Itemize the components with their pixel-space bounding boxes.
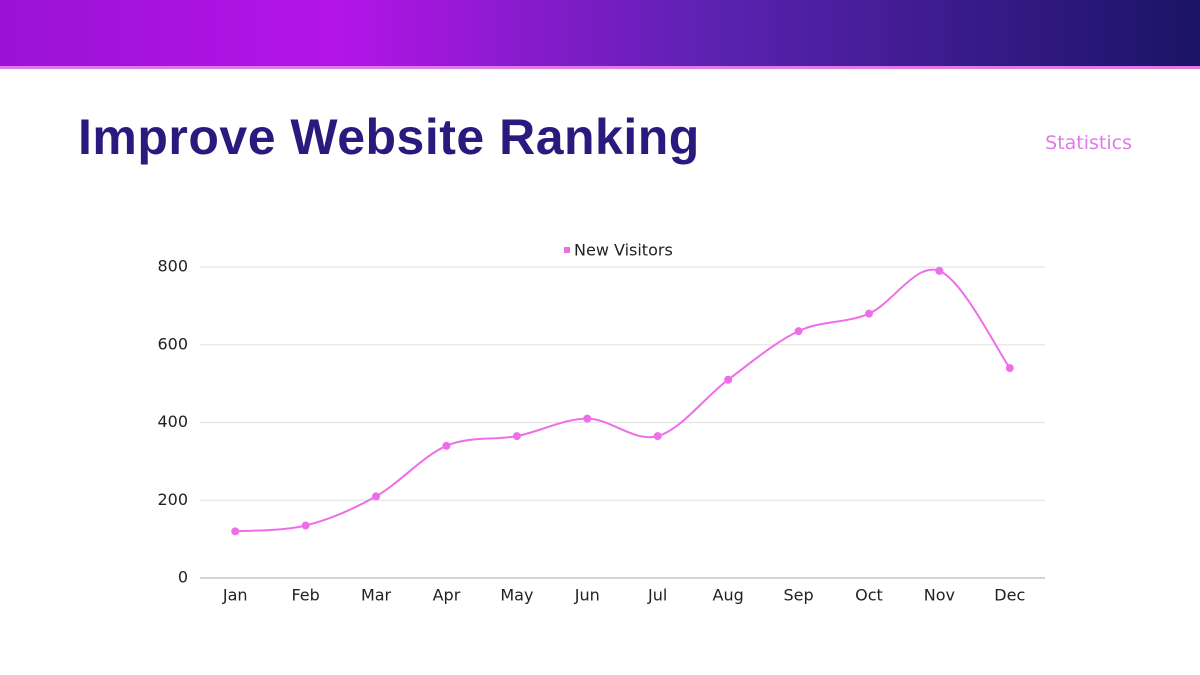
x-tick-label: Dec — [994, 586, 1025, 605]
x-tick-label: Feb — [291, 586, 319, 605]
data-point — [724, 375, 733, 384]
data-point — [442, 441, 451, 450]
x-tick-label: Sep — [783, 586, 813, 605]
x-tick-label: Nov — [924, 586, 955, 605]
data-point — [1005, 364, 1014, 373]
series-line — [235, 268, 1011, 533]
legend-swatch — [564, 247, 570, 253]
y-tick-label: 600 — [157, 334, 188, 353]
data-point — [512, 432, 521, 441]
x-tick-label: Mar — [361, 586, 392, 605]
slide-title: Improve Website Ranking — [78, 109, 700, 165]
header-band — [0, 0, 1200, 69]
data-point — [231, 527, 240, 536]
data-point — [935, 266, 944, 275]
x-tick-label: Jun — [574, 586, 600, 605]
x-tick-label: Apr — [433, 586, 461, 605]
data-point — [583, 414, 592, 423]
x-tick-label: May — [500, 586, 533, 605]
data-point — [794, 327, 803, 336]
section-label: Statistics — [1045, 132, 1132, 154]
y-tick-label: 400 — [157, 412, 188, 431]
y-tick-label: 800 — [157, 257, 188, 276]
x-tick-label: Jul — [647, 586, 667, 605]
data-point — [301, 521, 310, 530]
legend-label: New Visitors — [574, 241, 673, 260]
y-tick-label: 0 — [178, 568, 188, 587]
x-tick-label: Aug — [713, 586, 744, 605]
y-tick-label: 200 — [157, 490, 188, 509]
x-tick-label: Oct — [855, 586, 883, 605]
data-point — [864, 309, 873, 318]
x-tick-label: Jan — [222, 586, 248, 605]
data-point — [372, 492, 381, 501]
data-point — [653, 432, 662, 441]
